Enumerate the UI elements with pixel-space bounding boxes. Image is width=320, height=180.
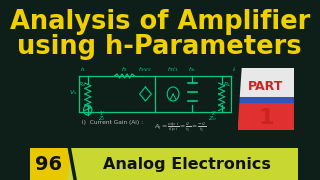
Text: Analog Electronics: Analog Electronics xyxy=(103,156,271,172)
Text: $Z_i$: $Z_i$ xyxy=(98,114,106,123)
Text: $h_f i_1$: $h_f i_1$ xyxy=(167,65,179,74)
Text: $2'$: $2'$ xyxy=(211,110,217,118)
Text: Analysis of Amplifier: Analysis of Amplifier xyxy=(10,9,310,35)
Polygon shape xyxy=(237,97,294,103)
Polygon shape xyxy=(30,148,298,180)
Text: $R_L$: $R_L$ xyxy=(223,80,232,89)
Text: $V_s$: $V_s$ xyxy=(69,88,78,97)
Text: $R_s$: $R_s$ xyxy=(78,80,87,89)
Text: $i_o$: $i_o$ xyxy=(233,65,239,74)
Text: 1: 1 xyxy=(258,108,274,128)
Text: using h-Parameters: using h-Parameters xyxy=(17,34,302,60)
Text: $Z_o$: $Z_o$ xyxy=(208,114,217,123)
Text: $h_i$: $h_i$ xyxy=(121,65,128,74)
Text: $i_1$: $i_1$ xyxy=(80,65,86,74)
Text: 96: 96 xyxy=(35,154,62,174)
Text: ~: ~ xyxy=(84,107,89,112)
Text: $h_r v_2$: $h_r v_2$ xyxy=(139,65,152,74)
Text: i)  Current Gain (Ai) :: i) Current Gain (Ai) : xyxy=(82,120,143,125)
Text: PART: PART xyxy=(248,80,284,93)
Polygon shape xyxy=(30,148,72,180)
Polygon shape xyxy=(237,68,294,100)
Text: $A_I = \frac{o/p\ i}{i/p\ i} = \frac{i_2}{i_1} = \frac{-i_2}{i_1}$: $A_I = \frac{o/p\ i}{i/p\ i} = \frac{i_2… xyxy=(154,120,206,134)
Text: $1'$: $1'$ xyxy=(99,110,105,118)
Text: $h_o$: $h_o$ xyxy=(188,65,196,74)
Polygon shape xyxy=(231,68,242,130)
Polygon shape xyxy=(237,100,294,130)
